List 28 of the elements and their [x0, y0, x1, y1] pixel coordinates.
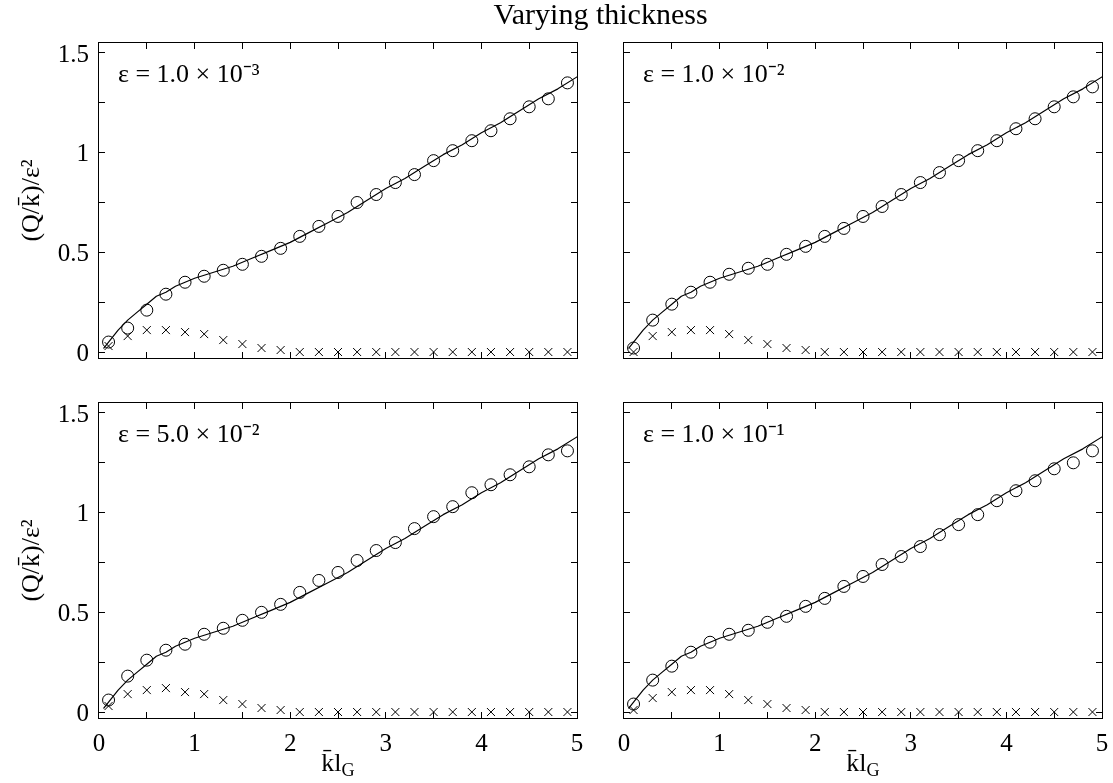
x-tick-label: 4: [475, 729, 489, 756]
x-tick-label: 4: [1000, 729, 1014, 756]
x-tick-label: 2: [808, 729, 822, 756]
x-tick-label: 1: [713, 729, 726, 756]
annotation: ε = 1.0 × 10⁻¹: [643, 419, 785, 448]
y-tick-label: 0: [76, 338, 89, 366]
x-axis-title: k̄l$_{G}$: [846, 747, 880, 780]
y-tick-label: 0.5: [57, 239, 89, 267]
annotation: ε = 1.0 × 10⁻²: [643, 59, 785, 88]
y-tick-label: 1: [76, 139, 89, 167]
x-axis-title: k̄l$_{G}$: [321, 747, 355, 780]
y-axis-title: (Q/k̄)/ε²: [16, 159, 46, 242]
y-tick-label: 0: [76, 698, 89, 726]
x-tick-label: 5: [570, 729, 584, 756]
y-tick-label: 0.5: [57, 599, 89, 627]
y-tick-label: 1.5: [57, 39, 89, 67]
x-tick-label: 0: [617, 729, 631, 756]
x-tick-label: 1: [188, 729, 201, 756]
y-tick-label: 1: [76, 499, 89, 527]
y-axis-title: (Q/k̄)/ε²: [16, 519, 46, 602]
annotation: ε = 1.0 × 10⁻³: [118, 59, 260, 88]
x-tick-label: 5: [1095, 729, 1109, 756]
x-tick-label: 2: [283, 729, 297, 756]
x-tick-label: 3: [904, 729, 918, 756]
x-tick-label: 3: [379, 729, 393, 756]
chart-title: Varying thickness: [492, 0, 709, 31]
annotation: ε = 5.0 × 10⁻²: [118, 419, 260, 448]
y-tick-label: 1.5: [57, 399, 89, 427]
